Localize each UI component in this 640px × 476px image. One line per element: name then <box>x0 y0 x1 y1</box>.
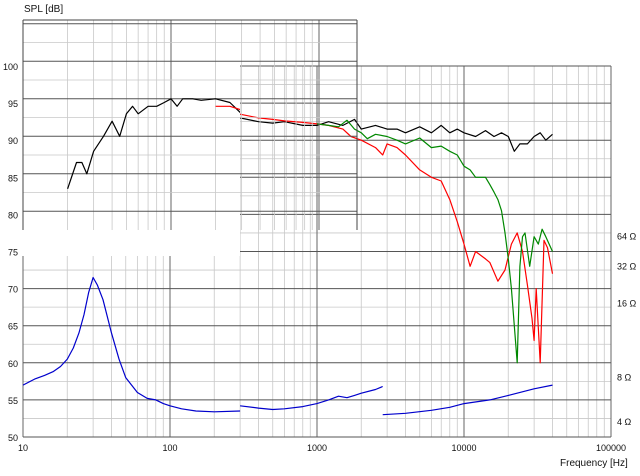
overlay-series-line-0 <box>67 98 240 189</box>
y-tick-label: 85 <box>8 173 18 183</box>
series-line-3 <box>22 276 241 413</box>
y-tick-label: 90 <box>8 136 18 146</box>
overlay-series-line-3 <box>385 384 556 414</box>
impedance-tick-label: 32 Ω <box>617 261 637 271</box>
overlay-panel <box>0 0 240 256</box>
impedance-tick-label: 8 Ω <box>617 373 632 383</box>
x-tick-label: 10000 <box>451 443 476 453</box>
y-tick-label: 55 <box>8 396 18 406</box>
overlay-series <box>23 98 556 414</box>
overlay-series-line-3 <box>23 275 242 411</box>
impedance-tick-label: 16 Ω <box>617 298 637 308</box>
impedance-tick-label: 4 Ω <box>617 417 632 427</box>
overlay-grid <box>22 19 358 230</box>
y-tick-label: 70 <box>8 285 18 295</box>
series-line-2 <box>316 119 554 364</box>
series-line-3 <box>240 385 383 411</box>
y-tick-label: 80 <box>8 210 18 220</box>
x-axis-label: Frequency [Hz] <box>560 458 628 469</box>
y-tick-label: 100 <box>3 62 18 72</box>
y-axis-label: SPL [dB] <box>24 4 63 15</box>
overlay-series-line-2 <box>319 116 556 361</box>
overlay-background <box>0 0 240 256</box>
overlay-series-line-3 <box>242 385 386 408</box>
y-tick-label: 95 <box>8 99 18 109</box>
x-tick-label: 100000 <box>596 443 626 453</box>
overlay-series-group <box>23 98 556 414</box>
series-line-1 <box>214 109 554 364</box>
y-tick-label: 60 <box>8 359 18 369</box>
impedance-tick-label: 64 Ω <box>617 232 637 242</box>
axis-labels: SPL [dB] Frequency [Hz] <box>24 4 628 469</box>
x-tick-label: 1000 <box>307 443 327 453</box>
y-tick-label: 65 <box>8 322 18 332</box>
x-tick-label: 10 <box>18 443 28 453</box>
x-tick-label: 100 <box>162 443 177 453</box>
y-tick-label: 75 <box>8 248 18 258</box>
series-line-3 <box>382 384 553 416</box>
y-tick-label: 50 <box>8 433 18 443</box>
